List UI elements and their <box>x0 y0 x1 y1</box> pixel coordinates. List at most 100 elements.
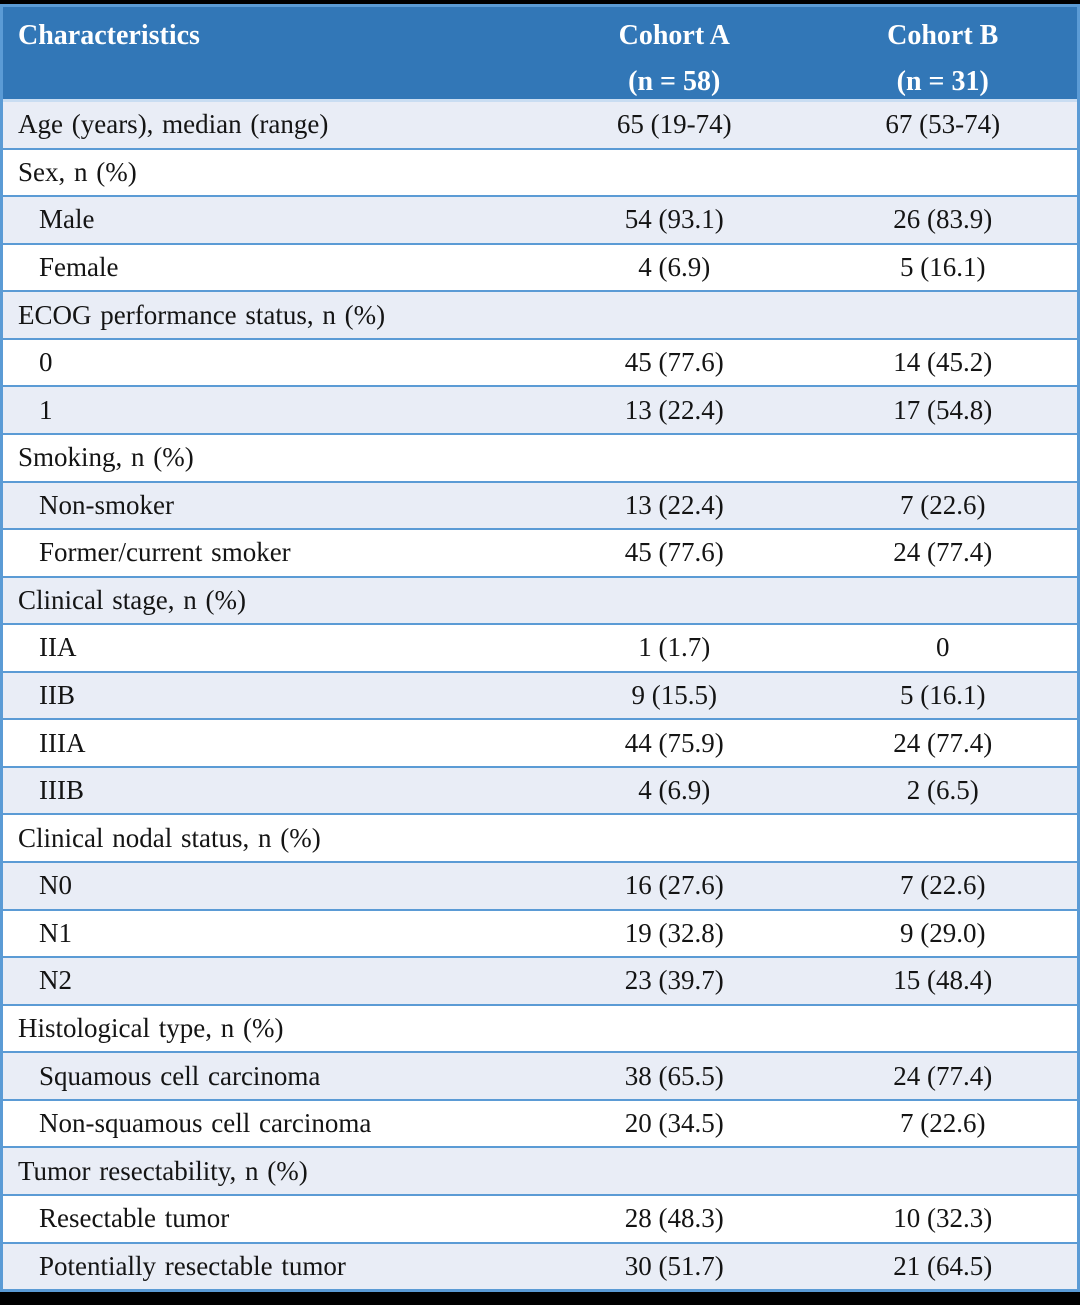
row-label-cell: N1 <box>3 911 540 957</box>
table-row: IIA 1 (1.7) 0 <box>3 623 1077 671</box>
cohort-a-cell: 44 (75.9) <box>624 727 724 758</box>
row-label: IIB <box>39 680 75 711</box>
header-characteristics-label: Characteristics <box>18 20 200 51</box>
table-row: IIIA 44 (75.9) 24 (77.4) <box>3 718 1077 766</box>
row-label: Potentially resectable tumor <box>39 1250 346 1281</box>
table-row: Non-squamous cell carcinoma 20 (34.5) 7 … <box>3 1098 1077 1147</box>
cohort-a-cell: 4 (6.9) <box>638 775 711 806</box>
table-row: ECOG performance status, n (%) <box>3 290 1077 338</box>
cohort-b-cell: 2 (6.5) <box>906 775 979 806</box>
cohort-a-cell <box>540 292 809 338</box>
cohort-b-cell: 14 (45.2) <box>893 347 993 378</box>
table-row: 0 45 (77.6) 14 (45.2) <box>3 337 1077 386</box>
header-cohort-a-n: (n = 58) <box>628 66 721 97</box>
cohort-b-cell: 26 (83.9) <box>893 204 993 235</box>
table-row: IIIB 4 (6.9) 2 (6.5) <box>3 765 1077 814</box>
cohort-b-cell: 24 (77.4) <box>893 537 993 568</box>
cohort-a-cell: 28 (48.3) <box>624 1203 724 1234</box>
row-label: IIIA <box>39 727 86 758</box>
row-label-cell: 1 <box>3 387 540 433</box>
cohort-a-cell <box>540 1006 809 1052</box>
table-row: Squamous cell carcinoma 38 (65.5) 24 (77… <box>3 1051 1077 1099</box>
row-label-cell: Histological type, n (%) <box>3 1006 540 1052</box>
cohort-a-cell: 4 (6.9) <box>638 251 711 282</box>
header-cohort-a-title: Cohort A <box>618 20 730 51</box>
row-label-cell: N2 <box>3 958 540 1004</box>
cohort-b-cell <box>809 1006 1078 1052</box>
cohort-a-cell: 13 (22.4) <box>624 394 724 425</box>
row-label: 1 <box>39 394 53 425</box>
cohort-a-cell <box>540 150 809 196</box>
cohort-b-cell: 0 <box>936 632 950 663</box>
cohort-b-cell: 5 (16.1) <box>900 680 986 711</box>
cohort-b-cell: 5 (16.1) <box>900 251 986 282</box>
table-row: Female 4 (6.9) 5 (16.1) <box>3 242 1077 291</box>
cohort-a-cell: 20 (34.5) <box>624 1108 724 1139</box>
cohort-b-cell: 7 (22.6) <box>900 870 986 901</box>
row-label-cell: Sex, n (%) <box>3 150 540 196</box>
row-label-cell: IIIA <box>3 720 540 766</box>
row-label-cell: Clinical nodal status, n (%) <box>3 815 540 861</box>
table-row: Smoking, n (%) <box>3 432 1078 481</box>
cohort-b-cell: 67 (53-74) <box>885 109 1001 140</box>
cohort-a-cell: 45 (77.6) <box>624 347 724 378</box>
table-row: N0 16 (27.6) 7 (22.6) <box>3 861 1077 909</box>
row-label: Resectable tumor <box>39 1203 230 1234</box>
row-label: Histological type, n (%) <box>18 1012 284 1043</box>
cohort-b-cell: 7 (22.6) <box>900 1108 986 1139</box>
row-label: Smoking, n (%) <box>18 442 194 473</box>
row-label-cell: Age (years), median (range) <box>3 102 540 148</box>
row-label: Non-smoker <box>39 489 174 520</box>
row-label-cell: 0 <box>3 340 540 386</box>
cohort-a-cell <box>540 578 809 624</box>
row-label: Non-squamous cell carcinoma <box>39 1108 372 1139</box>
cohort-b-cell <box>809 578 1078 624</box>
cohort-b-cell: 24 (77.4) <box>893 1060 993 1091</box>
cohort-b-cell: 21 (64.5) <box>893 1250 993 1281</box>
cohort-a-cell: 23 (39.7) <box>624 965 724 996</box>
table-row: Clinical stage, n (%) <box>3 575 1078 624</box>
row-label: N1 <box>39 917 72 948</box>
cohort-b-cell: 9 (29.0) <box>900 917 986 948</box>
characteristics-table: Characteristics Cohort A (n = 58) Cohort… <box>0 4 1080 1292</box>
table-body: Age (years), median (range) 65 (19-74) 6… <box>3 99 1078 1290</box>
header-cohort-b-n: (n = 31) <box>896 66 989 97</box>
cohort-a-cell: 38 (65.5) <box>624 1060 724 1091</box>
row-label-cell: Potentially resectable tumor <box>3 1244 540 1290</box>
cohort-a-cell <box>540 435 809 481</box>
row-label: Clinical stage, n (%) <box>18 584 246 615</box>
header-cohort-a-cell: Cohort A (n = 58) <box>540 7 809 99</box>
row-label: Female <box>39 251 119 282</box>
cohort-b-cell <box>809 1148 1078 1194</box>
row-label: Clinical nodal status, n (%) <box>18 822 321 853</box>
row-label-cell: Female <box>3 245 540 291</box>
cohort-b-cell <box>809 435 1078 481</box>
row-label: N0 <box>39 870 72 901</box>
table-row: 1 13 (22.4) 17 (54.8) <box>3 385 1077 433</box>
table-row: Clinical nodal status, n (%) <box>3 813 1077 861</box>
cohort-b-cell: 10 (32.3) <box>893 1203 993 1234</box>
row-label: ECOG performance status, n (%) <box>18 299 386 330</box>
table-row: Age (years), median (range) 65 (19-74) 6… <box>3 99 1077 148</box>
cohort-a-cell: 65 (19-74) <box>616 109 732 140</box>
table-row: Resectable tumor 28 (48.3) 10 (32.3) <box>3 1193 1077 1242</box>
row-label-cell: Tumor resectability, n (%) <box>3 1148 540 1194</box>
row-label: IIIB <box>39 775 84 806</box>
row-label: Tumor resectability, n (%) <box>18 1155 308 1186</box>
cohort-a-cell: 30 (51.7) <box>624 1250 724 1281</box>
table-row: Histological type, n (%) <box>3 1003 1078 1052</box>
cohort-b-cell <box>809 815 1078 861</box>
row-label: N2 <box>39 965 72 996</box>
table-row: Sex, n (%) <box>3 147 1077 196</box>
table-row: Potentially resectable tumor 30 (51.7) 2… <box>3 1241 1077 1290</box>
row-label-cell: IIB <box>3 673 540 719</box>
cohort-a-cell: 1 (1.7) <box>638 632 711 663</box>
cohort-a-cell: 13 (22.4) <box>624 489 724 520</box>
cohort-a-cell: 54 (93.1) <box>624 204 724 235</box>
table-row: Tumor resectability, n (%) <box>3 1146 1077 1194</box>
row-label-cell: Non-smoker <box>3 483 540 529</box>
header-cohort-b-cell: Cohort B (n = 31) <box>809 7 1078 99</box>
cohort-b-cell: 15 (48.4) <box>893 965 993 996</box>
row-label: IIA <box>39 632 77 663</box>
